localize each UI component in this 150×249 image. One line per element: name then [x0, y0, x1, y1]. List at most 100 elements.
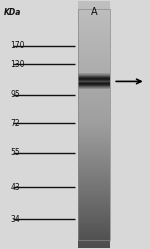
Text: 95: 95 — [10, 90, 20, 99]
Bar — [78, 15, 110, 16]
Bar — [78, 53, 110, 54]
Bar — [78, 192, 110, 193]
Bar — [78, 122, 110, 123]
Bar — [78, 71, 110, 73]
Bar — [78, 161, 110, 163]
Bar — [78, 230, 110, 232]
Bar — [78, 244, 110, 245]
Bar — [78, 58, 110, 59]
Bar — [78, 84, 110, 85]
Bar — [78, 139, 110, 140]
Bar — [78, 63, 110, 64]
Bar — [78, 7, 110, 9]
Bar — [78, 219, 110, 221]
Bar — [78, 191, 110, 192]
Bar — [78, 84, 110, 85]
Bar — [78, 151, 110, 153]
Bar — [78, 213, 110, 214]
Bar — [78, 121, 110, 122]
Bar — [78, 136, 110, 138]
Bar — [78, 123, 110, 124]
Bar — [78, 238, 110, 239]
Bar — [78, 158, 110, 159]
Bar — [78, 76, 110, 77]
Bar — [78, 181, 110, 182]
Bar — [78, 55, 110, 57]
Bar — [78, 32, 110, 33]
Bar — [78, 48, 110, 49]
Bar — [78, 186, 110, 187]
Bar — [78, 111, 110, 112]
Bar — [78, 108, 110, 110]
Bar — [78, 182, 110, 184]
Bar — [78, 198, 110, 200]
Bar — [78, 167, 110, 169]
Bar — [78, 138, 110, 139]
Bar — [78, 13, 110, 15]
Bar — [78, 36, 110, 37]
Bar — [78, 54, 110, 56]
Bar — [78, 88, 110, 89]
Bar — [78, 89, 110, 90]
Bar — [78, 73, 110, 74]
Bar — [78, 43, 110, 45]
Bar — [78, 3, 110, 5]
Bar — [78, 212, 110, 213]
Bar — [78, 96, 110, 97]
Bar — [78, 97, 110, 99]
Bar — [78, 231, 110, 233]
Bar — [78, 86, 110, 88]
Bar — [78, 239, 110, 240]
Bar — [78, 11, 110, 12]
Bar — [78, 80, 110, 81]
Bar — [78, 105, 110, 106]
Bar — [78, 34, 110, 36]
Bar — [78, 169, 110, 170]
Bar — [78, 153, 110, 154]
Bar — [78, 203, 110, 204]
Bar — [78, 85, 110, 86]
Bar — [78, 18, 110, 20]
Bar — [78, 176, 110, 178]
Bar — [78, 189, 110, 191]
Bar — [78, 75, 110, 76]
Bar — [78, 68, 110, 69]
Bar — [78, 155, 110, 157]
Bar — [78, 27, 110, 28]
Bar — [78, 85, 110, 86]
Bar — [78, 234, 110, 235]
Bar — [78, 223, 110, 224]
Bar — [78, 162, 110, 164]
Bar — [78, 175, 110, 176]
Bar — [78, 82, 110, 84]
Bar — [78, 84, 110, 85]
Bar — [78, 76, 110, 78]
Bar — [78, 41, 110, 42]
Bar — [78, 74, 110, 75]
Bar — [78, 80, 110, 81]
Bar — [78, 145, 110, 147]
Bar — [78, 240, 110, 242]
Bar — [78, 124, 110, 126]
Bar — [78, 60, 110, 62]
Bar — [78, 128, 110, 129]
Bar — [78, 80, 110, 81]
Bar — [78, 42, 110, 43]
Bar — [78, 207, 110, 208]
Text: 72: 72 — [10, 119, 20, 128]
Bar — [78, 38, 110, 40]
Bar — [78, 243, 110, 244]
Text: 130: 130 — [10, 60, 25, 69]
Bar — [78, 149, 110, 150]
Bar — [78, 113, 110, 115]
Bar — [78, 44, 110, 46]
Bar — [78, 23, 110, 25]
Bar — [78, 229, 110, 230]
Bar — [78, 74, 110, 75]
Text: 55: 55 — [10, 148, 20, 157]
Bar — [78, 52, 110, 53]
Bar — [78, 69, 110, 70]
Bar — [78, 29, 110, 31]
Bar — [78, 112, 110, 114]
Bar — [78, 79, 110, 80]
